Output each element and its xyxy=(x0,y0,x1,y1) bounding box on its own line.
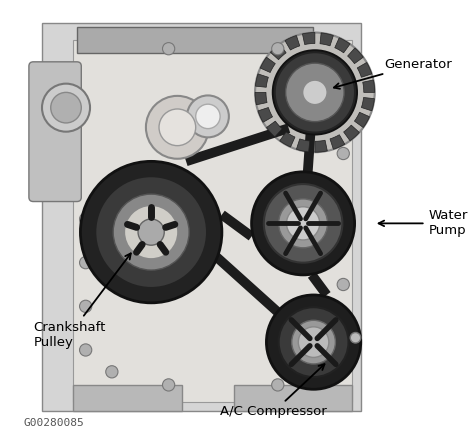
FancyBboxPatch shape xyxy=(77,27,313,53)
Circle shape xyxy=(266,295,361,389)
Circle shape xyxy=(80,257,92,269)
Text: G00280085: G00280085 xyxy=(24,418,84,427)
Circle shape xyxy=(80,300,92,312)
Circle shape xyxy=(80,344,92,356)
Wedge shape xyxy=(355,112,370,127)
Circle shape xyxy=(286,207,319,240)
Wedge shape xyxy=(285,35,300,50)
Circle shape xyxy=(272,379,284,391)
Circle shape xyxy=(292,320,336,364)
Circle shape xyxy=(337,148,349,159)
Circle shape xyxy=(337,204,349,216)
Circle shape xyxy=(51,92,82,123)
Circle shape xyxy=(264,184,342,263)
Wedge shape xyxy=(255,74,268,87)
Circle shape xyxy=(146,96,209,159)
Circle shape xyxy=(275,52,355,133)
Text: Generator: Generator xyxy=(334,57,453,89)
Wedge shape xyxy=(266,121,282,137)
Wedge shape xyxy=(296,139,310,152)
Circle shape xyxy=(303,80,327,105)
Circle shape xyxy=(138,219,164,245)
Wedge shape xyxy=(315,140,328,152)
Text: Water
Pump: Water Pump xyxy=(379,209,468,237)
Circle shape xyxy=(163,379,175,391)
Wedge shape xyxy=(335,38,350,53)
Circle shape xyxy=(187,95,229,138)
FancyBboxPatch shape xyxy=(29,62,82,201)
Circle shape xyxy=(124,205,178,259)
Circle shape xyxy=(80,213,92,225)
Circle shape xyxy=(196,104,220,129)
Circle shape xyxy=(350,332,361,343)
Polygon shape xyxy=(42,22,361,411)
Circle shape xyxy=(279,307,348,377)
Circle shape xyxy=(159,109,196,146)
Circle shape xyxy=(286,63,344,122)
Wedge shape xyxy=(344,125,359,141)
Circle shape xyxy=(113,194,189,270)
Polygon shape xyxy=(73,40,352,403)
FancyBboxPatch shape xyxy=(234,385,352,411)
Wedge shape xyxy=(330,135,345,149)
Text: Crankshaft
Pulley: Crankshaft Pulley xyxy=(33,254,131,349)
Circle shape xyxy=(279,199,328,248)
Circle shape xyxy=(298,327,329,357)
Wedge shape xyxy=(357,63,372,77)
Circle shape xyxy=(252,172,355,275)
Wedge shape xyxy=(255,92,267,105)
Wedge shape xyxy=(258,107,273,122)
Text: A/C Compressor: A/C Compressor xyxy=(220,364,327,418)
Circle shape xyxy=(272,42,284,55)
Wedge shape xyxy=(280,132,295,147)
Circle shape xyxy=(95,176,207,288)
Circle shape xyxy=(163,42,175,55)
Circle shape xyxy=(337,344,349,356)
Circle shape xyxy=(337,279,349,290)
Circle shape xyxy=(255,32,375,152)
FancyBboxPatch shape xyxy=(73,385,182,411)
Wedge shape xyxy=(271,44,286,60)
Circle shape xyxy=(106,366,118,378)
Wedge shape xyxy=(302,32,315,45)
Wedge shape xyxy=(260,57,275,73)
Wedge shape xyxy=(320,33,333,46)
Circle shape xyxy=(81,161,222,303)
Wedge shape xyxy=(363,80,375,92)
Circle shape xyxy=(42,84,90,132)
Wedge shape xyxy=(361,98,374,111)
Wedge shape xyxy=(347,48,363,64)
